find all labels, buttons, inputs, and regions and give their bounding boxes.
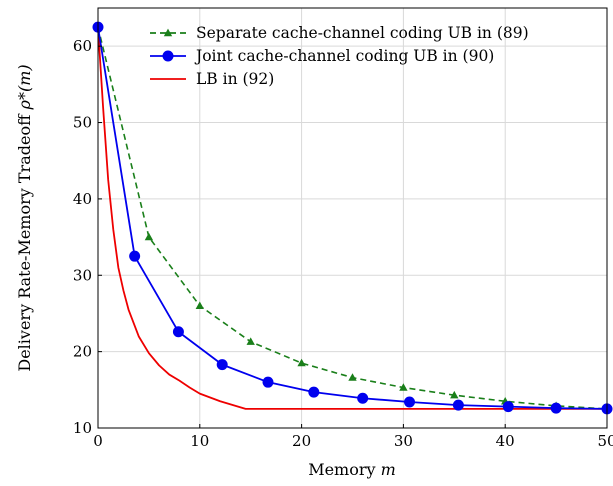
data-point bbox=[262, 376, 274, 388]
plot-frame bbox=[97, 7, 608, 429]
legend-label: LB in (92) bbox=[196, 70, 274, 88]
y-axis-title: Delivery Rate-Memory Tradeoff ρ*(m) bbox=[15, 64, 34, 371]
data-point bbox=[129, 250, 141, 262]
legend-label: Joint cache-channel coding UB in (90) bbox=[194, 47, 494, 65]
data-point bbox=[144, 232, 154, 241]
legend-entry: LB in (92) bbox=[150, 70, 274, 88]
x-tick-label: 10 bbox=[190, 432, 209, 450]
plot-background bbox=[98, 8, 607, 428]
x-tick-label: 0 bbox=[93, 432, 103, 450]
data-point bbox=[550, 402, 562, 414]
y-tick-label: 10 bbox=[73, 419, 92, 437]
x-axis-title: Memory m bbox=[308, 460, 396, 479]
x-tick-label: 50 bbox=[597, 432, 613, 450]
y-tick-label: 50 bbox=[73, 114, 92, 132]
data-point bbox=[195, 301, 204, 310]
y-tick-label: 60 bbox=[73, 37, 92, 55]
data-point bbox=[502, 401, 514, 413]
y-tick-label: 30 bbox=[73, 266, 92, 284]
data-point bbox=[308, 386, 320, 398]
data-point bbox=[297, 358, 306, 367]
legend-entry: Separate cache-channel coding UB in (89) bbox=[150, 24, 529, 42]
legend-marker bbox=[162, 50, 174, 62]
series-layer bbox=[92, 21, 613, 415]
y-tick-label: 40 bbox=[73, 190, 92, 208]
x-tick-label: 20 bbox=[292, 432, 311, 450]
y-tick-label: 20 bbox=[73, 343, 92, 361]
data-point bbox=[404, 396, 416, 408]
legend-marker bbox=[163, 28, 173, 37]
data-point bbox=[172, 326, 184, 338]
data-point bbox=[216, 359, 228, 371]
legend: Separate cache-channel coding UB in (89)… bbox=[150, 24, 529, 88]
series-2 bbox=[97, 27, 607, 410]
data-point bbox=[450, 390, 459, 399]
legend-label: Separate cache-channel coding UB in (89) bbox=[196, 24, 529, 42]
x-tick-label: 30 bbox=[394, 432, 413, 450]
series-0 bbox=[93, 22, 612, 413]
x-tick-label: 40 bbox=[496, 432, 515, 450]
data-point bbox=[399, 383, 408, 391]
series-line bbox=[97, 26, 608, 410]
data-point bbox=[452, 399, 464, 411]
data-point bbox=[246, 337, 255, 345]
data-point bbox=[348, 373, 357, 381]
data-point bbox=[357, 392, 369, 404]
series-line bbox=[97, 27, 607, 410]
legend-entry: Joint cache-channel coding UB in (90) bbox=[150, 47, 494, 65]
